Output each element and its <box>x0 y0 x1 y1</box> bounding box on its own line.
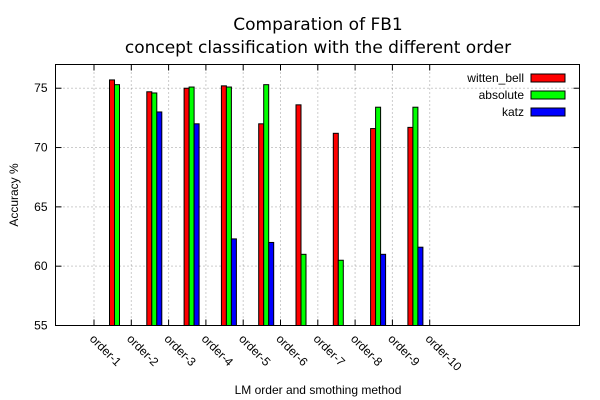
bar-witten_bell-order-4 <box>220 85 227 327</box>
x-tick-label: order-9 <box>385 332 422 369</box>
legend: witten_bell absolute katz <box>466 71 566 119</box>
x-tick-label: order-1 <box>87 332 124 369</box>
x-tick-label: order-4 <box>199 332 236 369</box>
bar-witten_bell-order-7 <box>332 132 339 326</box>
bar-absolute-order-7 <box>337 259 344 326</box>
bar-katz-order-5 <box>268 241 275 326</box>
x-axis-label: LM order and smothing method <box>235 383 402 397</box>
bar-katz-order-8 <box>380 253 387 326</box>
grid-lines <box>55 64 580 326</box>
y-tick-label: 75 <box>34 81 48 95</box>
bar-witten_bell-order-3 <box>183 87 190 326</box>
x-tick-label: order-8 <box>348 332 385 369</box>
chart-title-line-1: Comparation of FB1 <box>233 15 402 35</box>
bar-witten_bell-order-2 <box>146 91 153 326</box>
legend-label-absolute: absolute <box>479 88 525 102</box>
legend-label-witten_bell: witten_bell <box>466 71 524 85</box>
y-axis-label: Accuracy % <box>7 163 21 227</box>
x-tick-label: order-5 <box>236 332 273 369</box>
bar-absolute-order-8 <box>375 106 382 326</box>
y-tick-label: 55 <box>34 319 48 333</box>
plot-frame <box>55 64 580 326</box>
bar-absolute-order-5 <box>263 84 270 326</box>
bar-absolute-order-9 <box>412 106 419 326</box>
legend-label-katz: katz <box>502 105 524 119</box>
bar-witten_bell-order-5 <box>258 123 265 327</box>
legend-swatch-absolute <box>530 90 566 100</box>
bar-absolute-order-3 <box>188 86 195 326</box>
bar-witten_bell-order-8 <box>370 128 377 326</box>
y-tick-label: 60 <box>34 259 48 273</box>
y-axis-ticks: 55 60 65 70 75 <box>34 81 580 333</box>
x-tick-label: order-10 <box>423 332 465 374</box>
bar-katz-order-2 <box>156 111 163 326</box>
bar-absolute-order-2 <box>151 92 158 326</box>
legend-swatch-witten_bell <box>530 73 566 83</box>
bar-absolute-order-4 <box>225 86 232 326</box>
y-tick-label: 65 <box>34 200 48 214</box>
bar-witten_bell-order-1 <box>109 79 115 326</box>
x-tick-label: order-7 <box>311 332 348 369</box>
x-tick-label: order-3 <box>161 332 198 369</box>
bar-witten_bell-order-6 <box>295 104 302 326</box>
bar-katz-order-9 <box>417 246 424 326</box>
bar-witten_bell-order-9 <box>407 126 414 326</box>
x-tick-label: order-6 <box>273 332 310 369</box>
bar-katz-order-3 <box>193 123 200 327</box>
bar-absolute-order-1 <box>114 84 120 326</box>
x-tick-label: order-2 <box>124 332 161 369</box>
bar-katz-order-4 <box>230 238 237 327</box>
bars <box>109 79 424 327</box>
legend-swatch-katz <box>530 107 566 117</box>
bar-absolute-order-6 <box>300 253 307 326</box>
chart-title-line-2: concept classification with the differen… <box>125 38 511 58</box>
y-tick-label: 70 <box>34 141 48 155</box>
